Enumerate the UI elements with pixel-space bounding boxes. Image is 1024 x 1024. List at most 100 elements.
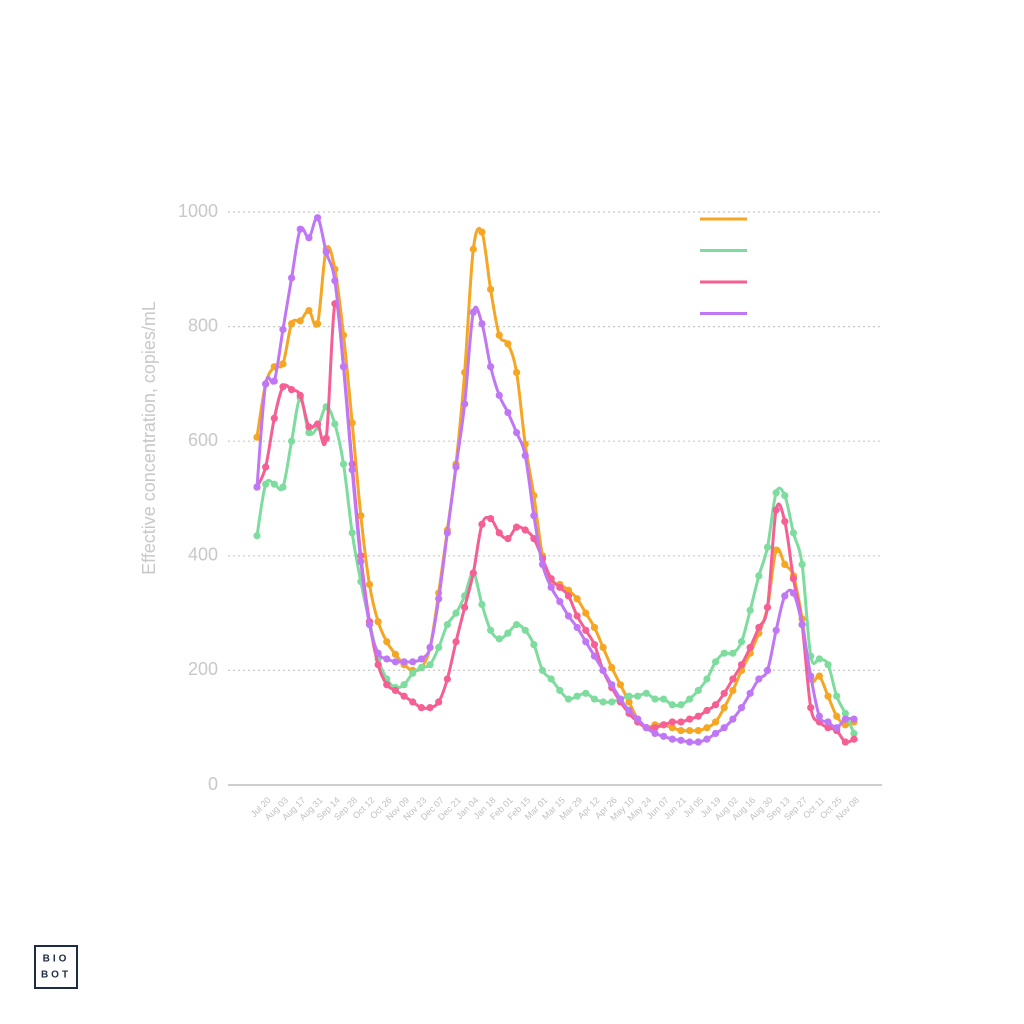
point [841, 709, 849, 717]
point [677, 736, 685, 744]
point [556, 686, 564, 695]
point [608, 698, 616, 706]
point [781, 560, 789, 568]
point [703, 675, 711, 683]
point [686, 738, 694, 746]
point [711, 718, 720, 726]
point [720, 689, 728, 697]
point [374, 618, 382, 626]
point [625, 692, 633, 700]
y-tick-label: 600 [188, 430, 218, 450]
point [512, 368, 521, 377]
point [729, 715, 737, 723]
point [435, 643, 443, 652]
point [634, 692, 642, 700]
point [711, 729, 720, 738]
y-tick-label: 1000 [178, 201, 218, 221]
point [841, 721, 849, 729]
point [538, 666, 547, 675]
point [556, 583, 564, 591]
point [365, 620, 374, 629]
point [660, 695, 668, 703]
point [841, 738, 849, 746]
point [512, 620, 521, 629]
point [469, 569, 477, 577]
point [478, 228, 486, 236]
point [677, 726, 685, 735]
point [270, 414, 278, 422]
point [815, 712, 823, 720]
logo-text: BIO [43, 954, 70, 965]
point [383, 681, 391, 689]
point [288, 320, 296, 328]
point [582, 626, 590, 634]
point [781, 592, 789, 600]
point [556, 598, 564, 606]
point [668, 718, 676, 726]
point [746, 606, 754, 614]
point [374, 661, 382, 669]
point [262, 380, 270, 388]
point [789, 575, 798, 583]
point [469, 245, 477, 253]
point [391, 658, 400, 666]
y-tick-label: 400 [188, 545, 218, 565]
point [677, 718, 685, 726]
point [737, 704, 746, 712]
point [573, 595, 581, 603]
point [504, 340, 512, 348]
point [348, 529, 356, 537]
point [504, 629, 512, 637]
point [452, 638, 460, 646]
point [789, 589, 798, 597]
point [296, 317, 304, 325]
point [521, 626, 529, 634]
point [651, 724, 659, 732]
point [772, 546, 780, 554]
point [824, 724, 832, 732]
point [348, 419, 356, 427]
point [391, 686, 400, 695]
point [694, 712, 702, 720]
point [590, 623, 599, 632]
point [729, 675, 737, 683]
point [313, 320, 322, 328]
point [357, 512, 365, 520]
point [850, 715, 858, 723]
point [305, 429, 313, 437]
point [417, 704, 425, 712]
point [495, 635, 503, 643]
point [781, 517, 789, 526]
point [253, 483, 261, 491]
point [521, 526, 529, 534]
point [729, 686, 737, 695]
point [651, 695, 659, 703]
point [452, 463, 460, 471]
point [737, 638, 746, 646]
point [833, 692, 841, 700]
point [772, 489, 780, 497]
point [746, 643, 754, 652]
point [582, 689, 590, 697]
point [720, 649, 728, 657]
point [668, 735, 676, 743]
point [435, 595, 443, 603]
point [711, 658, 720, 666]
point [452, 609, 460, 617]
point [461, 400, 469, 408]
point [409, 669, 417, 677]
point [850, 735, 858, 743]
point [270, 480, 278, 488]
point [435, 698, 443, 706]
point [279, 325, 287, 334]
point [720, 704, 728, 712]
point [305, 234, 313, 242]
point [478, 320, 486, 328]
point [391, 650, 400, 658]
point [426, 704, 434, 712]
point [322, 434, 330, 442]
logo-box [34, 945, 78, 989]
point [711, 701, 720, 709]
point [763, 543, 772, 551]
